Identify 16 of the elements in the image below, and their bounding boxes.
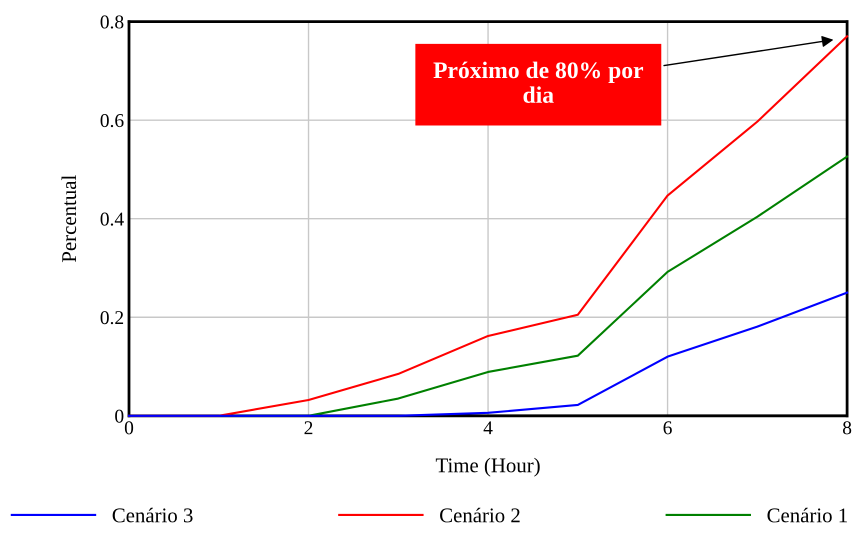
x-tick-label: 0 [124, 421, 134, 434]
x-tick-label: 8 [842, 421, 852, 434]
y-axis-title: Percentual [61, 175, 76, 262]
x-tick-label: 4 [484, 421, 493, 434]
legend-label: Cenário 2 [440, 508, 520, 522]
x-tick-label: 2 [304, 421, 312, 434]
y-tick-label: 0 [115, 410, 124, 423]
legend-label: Cenário 1 [767, 508, 847, 522]
x-axis-title: Time (Hour) [436, 458, 540, 477]
y-tick-label: 0.8 [100, 15, 124, 29]
y-tick-label: 0.2 [100, 311, 124, 324]
annotation: Próximo de 80% por dia [433, 62, 644, 103]
y-tick-label: 0.4 [100, 212, 124, 226]
x-tick-label: 6 [664, 421, 672, 434]
legend-label: Cenário 3 [112, 508, 193, 522]
y-tick-label: 0.6 [100, 114, 124, 128]
